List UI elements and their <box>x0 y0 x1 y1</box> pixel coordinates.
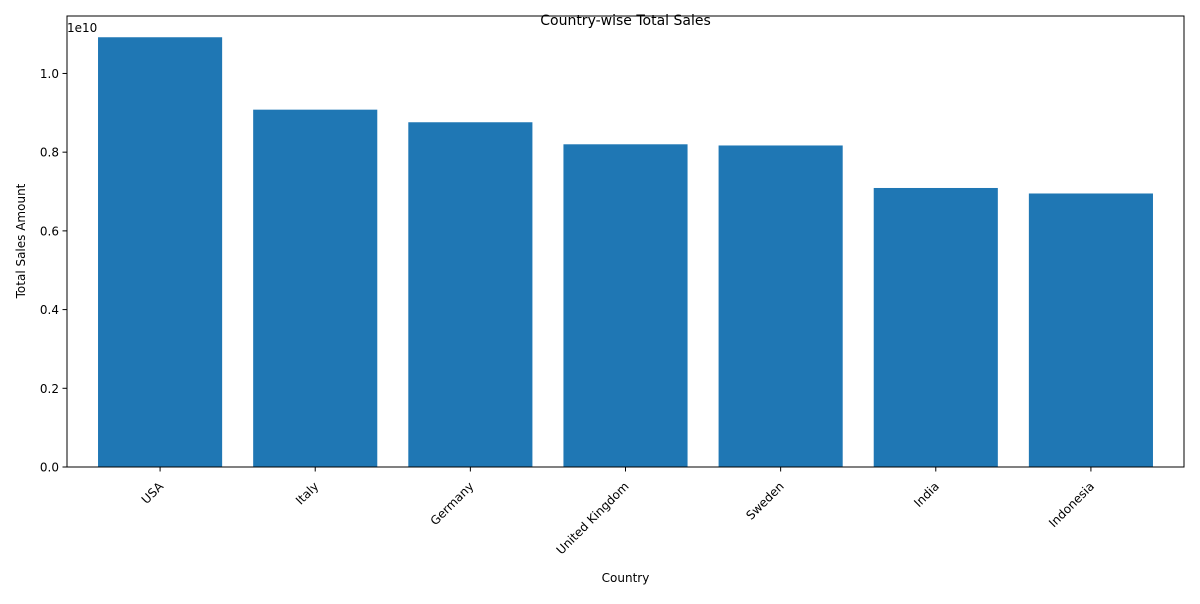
y-axis-ticks: 0.0 0.2 0.4 0.6 0.8 1.0 <box>40 67 67 475</box>
bar-germany <box>408 122 533 468</box>
bar-italy <box>253 109 378 467</box>
x-tick-label: USA <box>139 479 167 507</box>
plot-frame <box>66 15 1185 468</box>
x-axis-ticks: USA Italy Germany United Kingdom Sweden India… <box>139 467 1097 557</box>
x-tick-label: Italy <box>293 479 321 507</box>
y-tick-label: 0.4 <box>40 303 59 317</box>
y-tick-label: 0.0 <box>40 461 59 475</box>
x-tick-label: United Kingdom <box>554 479 632 557</box>
y-tick-label: 1.0 <box>40 67 59 81</box>
y-tick-label: 0.8 <box>40 146 59 160</box>
x-tick-label: Germany <box>428 479 477 528</box>
y-tick-label: 0.2 <box>40 382 59 396</box>
axis-offset-label: 1e10 <box>67 21 97 35</box>
chart-title: Country-wise Total Sales <box>540 13 711 29</box>
bar-indonesia <box>1028 193 1153 467</box>
y-axis-label: Total Sales Amount <box>14 183 28 299</box>
bar-usa <box>98 37 223 467</box>
y-tick-label: 0.6 <box>40 224 59 238</box>
x-tick-label: Indonesia <box>1046 479 1097 530</box>
bar-united-kingdom <box>563 144 688 468</box>
bars-layer <box>98 37 1153 468</box>
x-tick-label: Sweden <box>743 479 786 522</box>
x-axis-label: Country <box>602 571 650 585</box>
bar-sweden <box>718 145 843 467</box>
bar-india <box>873 187 998 467</box>
x-tick-label: India <box>911 479 942 510</box>
